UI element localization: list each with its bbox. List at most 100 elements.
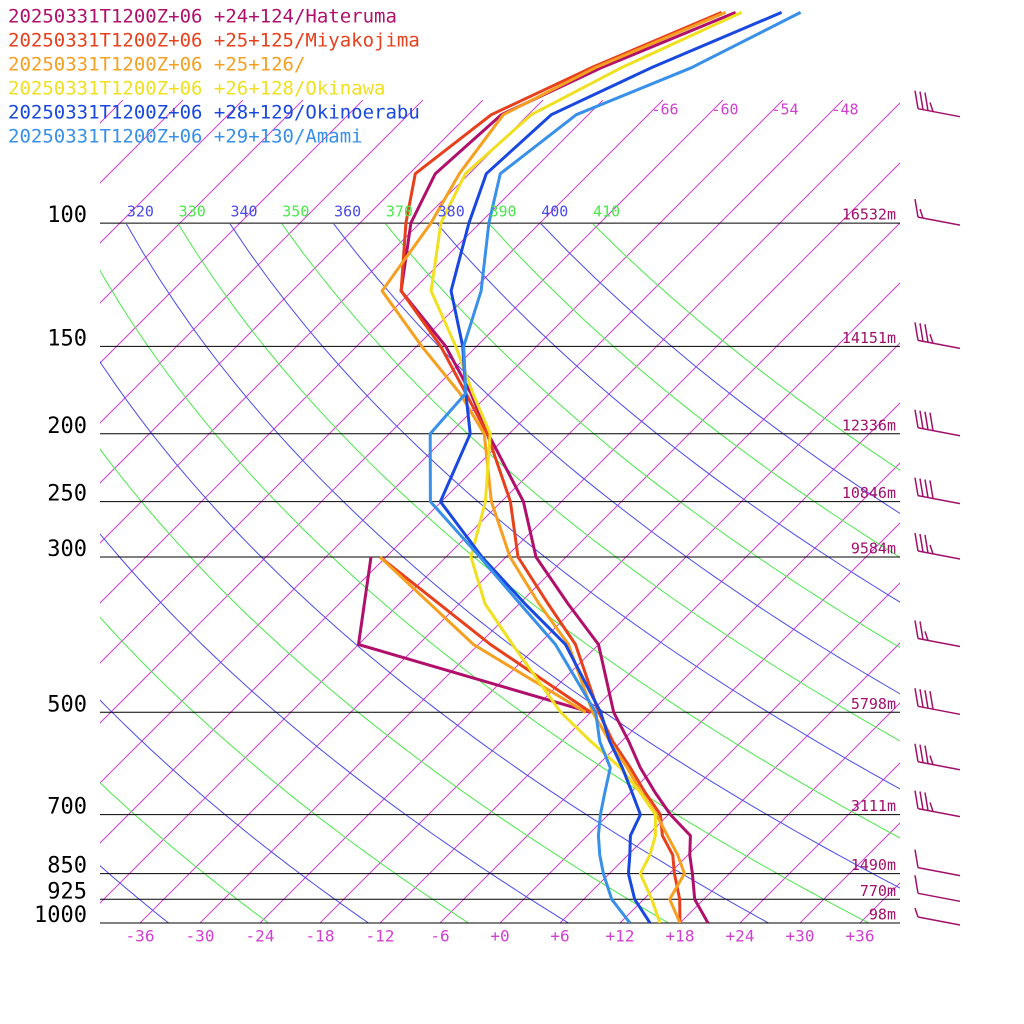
barb — [929, 480, 934, 499]
barb — [929, 102, 934, 112]
adiabat-label: 340 — [230, 203, 257, 221]
barb — [914, 620, 919, 639]
x-tick-label: +36 — [846, 927, 875, 946]
barb — [914, 849, 919, 868]
height-label: 9584m — [851, 540, 896, 558]
adiabat — [333, 224, 900, 695]
barb — [919, 91, 924, 110]
barb — [919, 689, 924, 708]
adiabat — [100, 782, 269, 923]
wind-barb — [914, 688, 961, 716]
adiabat — [100, 269, 869, 923]
barb — [919, 533, 924, 553]
x-tick-label: +18 — [666, 927, 695, 946]
barb — [914, 322, 919, 341]
height-label: 12336m — [842, 416, 896, 434]
adiabat — [100, 865, 169, 923]
x-tick-label: +30 — [786, 927, 815, 946]
barb — [914, 875, 919, 894]
barb-staff — [917, 916, 961, 926]
wind-barb — [914, 849, 961, 877]
barb — [914, 409, 919, 428]
wind-barb — [914, 409, 961, 437]
isotherm — [100, 100, 304, 304]
barb-staff — [917, 494, 961, 505]
legend-label: 20250331T1200Z+06 +28+129/Okinoerabu — [8, 102, 420, 124]
barb — [919, 208, 924, 219]
x-tick-label: -18 — [306, 927, 335, 946]
barb — [929, 412, 934, 431]
y-tick-label: 300 — [47, 537, 87, 562]
adiabat-label: 400 — [541, 203, 568, 221]
isotherm — [139, 162, 900, 923]
wind-barb — [914, 198, 961, 226]
isotherm — [199, 222, 900, 923]
barb — [924, 745, 929, 764]
x-tick-label: -30 — [186, 927, 215, 946]
adiabat — [100, 448, 669, 923]
barb — [924, 792, 929, 811]
barb-staff — [917, 550, 961, 560]
adiabat — [488, 224, 900, 558]
barb — [914, 532, 919, 552]
barb-staff — [917, 637, 961, 648]
barb — [924, 92, 929, 111]
isotherm — [439, 462, 900, 923]
labels: -66 -60 -54 -48 320 330 340 350 360 370 380 390 400 4… — [8, 6, 961, 946]
wind-barb — [914, 322, 961, 350]
profile-line — [428, 11, 802, 923]
barb — [914, 907, 919, 918]
adiabat-label: 370 — [386, 203, 413, 221]
isotherm-label: -66 — [651, 101, 678, 119]
adiabat-label: 320 — [127, 203, 154, 221]
profile-line — [357, 11, 737, 923]
barb-staff — [917, 339, 961, 350]
wind-barb — [914, 790, 961, 818]
barb — [929, 802, 934, 812]
barb — [914, 790, 919, 809]
barb — [919, 744, 924, 763]
adiabat — [100, 616, 469, 923]
adiabat-label: 390 — [489, 203, 516, 221]
adiabat — [100, 699, 369, 923]
height-label: 98m — [869, 906, 896, 924]
barb-staff — [917, 427, 961, 437]
adiabat — [229, 224, 900, 790]
adiabats — [100, 224, 900, 923]
isotherm — [100, 100, 844, 844]
wind-barb — [914, 532, 961, 560]
barb — [919, 791, 924, 810]
adiabat — [125, 224, 900, 889]
profile-line — [378, 11, 727, 923]
y-tick-label: 150 — [47, 326, 87, 351]
adiabat — [540, 224, 900, 515]
legend-label: 20250331T1200Z+06 +24+124/Hateruma — [8, 6, 397, 28]
y-tick-label: 200 — [47, 414, 87, 439]
barb — [919, 410, 924, 429]
x-tick-label: +12 — [606, 927, 635, 946]
adiabat — [281, 224, 900, 742]
isotherm-label: -60 — [711, 101, 738, 119]
legend-label: 20250331T1200Z+06 +29+130/Amami — [8, 126, 363, 148]
profile-line — [379, 11, 723, 923]
isobars — [100, 222, 900, 924]
profiles — [357, 11, 802, 923]
profile-line — [438, 11, 783, 923]
height-label: 16532m — [842, 206, 896, 224]
barb — [929, 544, 934, 555]
height-label: 3111m — [851, 797, 896, 815]
x-tick-label: -6 — [430, 927, 449, 946]
y-tick-label: 250 — [47, 482, 87, 507]
x-tick-label: +24 — [726, 927, 755, 946]
height-label: 1490m — [851, 856, 896, 874]
adiabat — [100, 360, 769, 923]
barb — [924, 690, 929, 709]
barb — [919, 478, 924, 497]
isotherm — [100, 100, 724, 724]
isotherm — [679, 702, 900, 923]
adiabat — [436, 224, 900, 603]
adiabat — [177, 224, 900, 839]
barb — [924, 411, 929, 430]
isotherm — [100, 100, 424, 424]
